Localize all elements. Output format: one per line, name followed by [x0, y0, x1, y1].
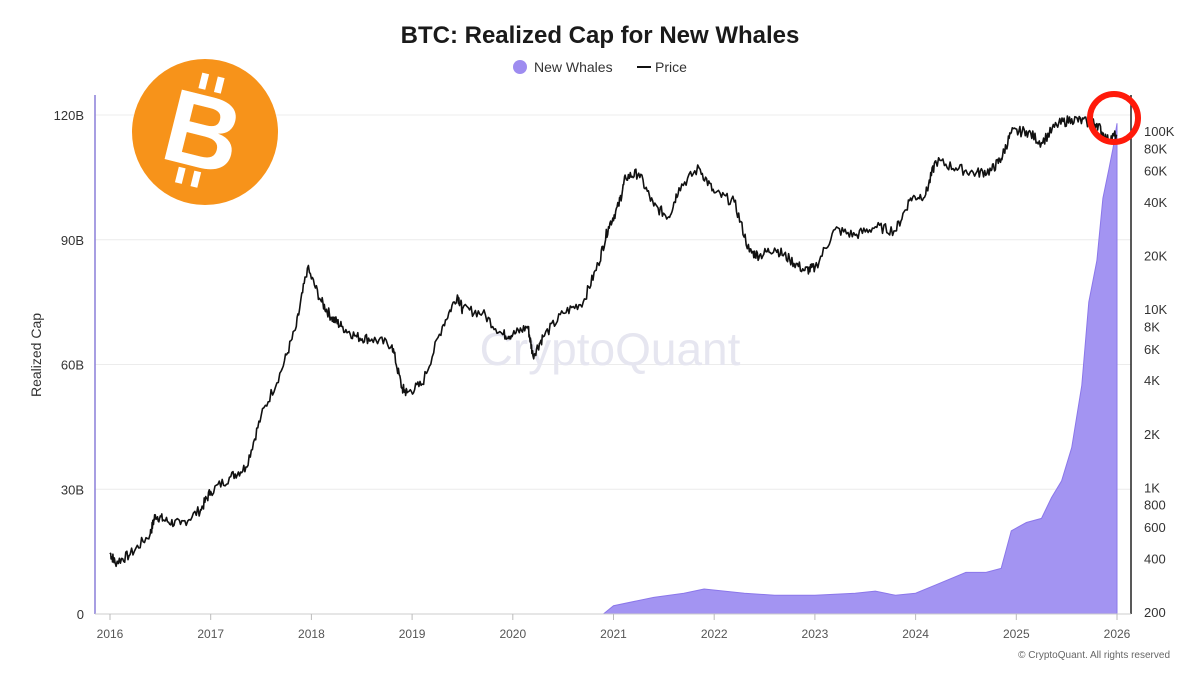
legend-price-label: Price: [655, 59, 687, 75]
right-axis-ticks: 200 400 600 800 1K 2K 4K 6K 8K 10K 20K 40K 60K 80K 100…: [1144, 124, 1175, 620]
series-price-line: [109, 115, 1118, 568]
right-tick-label: 40K: [1144, 195, 1167, 210]
right-tick-label: 600: [1144, 520, 1166, 535]
right-tick-label: 100K: [1144, 124, 1175, 139]
x-tick-label: 2022: [701, 627, 728, 641]
x-tick-label: 2019: [399, 627, 426, 641]
highlight-circle: [1087, 91, 1141, 145]
series-new-whales-area: [110, 123, 1118, 615]
right-tick-label: 20K: [1144, 249, 1167, 264]
left-tick-label: 30B: [61, 482, 84, 497]
copyright: © CryptoQuant. All rights reserved: [1018, 650, 1170, 661]
right-tick-label: 8K: [1144, 319, 1160, 334]
x-axis-ticks: 2016 2017 2018 2019 2020 2021 2022 2023 2024 2025…: [97, 614, 1131, 641]
bitcoin-logo-icon: B: [132, 59, 278, 205]
x-tick-label: 2018: [298, 627, 325, 641]
x-tick-label: 2020: [499, 627, 526, 641]
x-tick-label: 2023: [802, 627, 829, 641]
right-tick-label: 6K: [1144, 342, 1160, 357]
right-tick-label: 400: [1144, 551, 1166, 566]
x-tick-label: 2016: [97, 627, 124, 641]
y-axis-title: Realized Cap: [28, 313, 44, 397]
left-tick-label: 60B: [61, 358, 84, 373]
legend: New Whales Price: [513, 59, 687, 75]
x-tick-label: 2026: [1104, 627, 1131, 641]
x-tick-label: 2025: [1003, 627, 1030, 641]
x-tick-label: 2017: [197, 627, 224, 641]
right-tick-label: 10K: [1144, 302, 1167, 317]
right-tick-label: 2K: [1144, 427, 1160, 442]
left-tick-label: 0: [77, 607, 84, 622]
right-tick-label: 4K: [1144, 373, 1160, 388]
right-tick-label: 1K: [1144, 480, 1160, 495]
right-tick-label: 200: [1144, 605, 1166, 620]
x-tick-label: 2024: [902, 627, 929, 641]
right-tick-label: 60K: [1144, 164, 1167, 179]
legend-new-whales-dot: [513, 60, 527, 74]
right-tick-label: 800: [1144, 498, 1166, 513]
chart-title: BTC: Realized Cap for New Whales: [401, 22, 800, 49]
right-tick-label: 80K: [1144, 141, 1167, 156]
left-tick-label: 120B: [54, 108, 84, 123]
left-axis-ticks: 0 30B 60B 90B 120B: [54, 108, 84, 622]
legend-new-whales-label: New Whales: [534, 59, 613, 75]
left-tick-label: 90B: [61, 233, 84, 248]
x-tick-label: 2021: [600, 627, 627, 641]
